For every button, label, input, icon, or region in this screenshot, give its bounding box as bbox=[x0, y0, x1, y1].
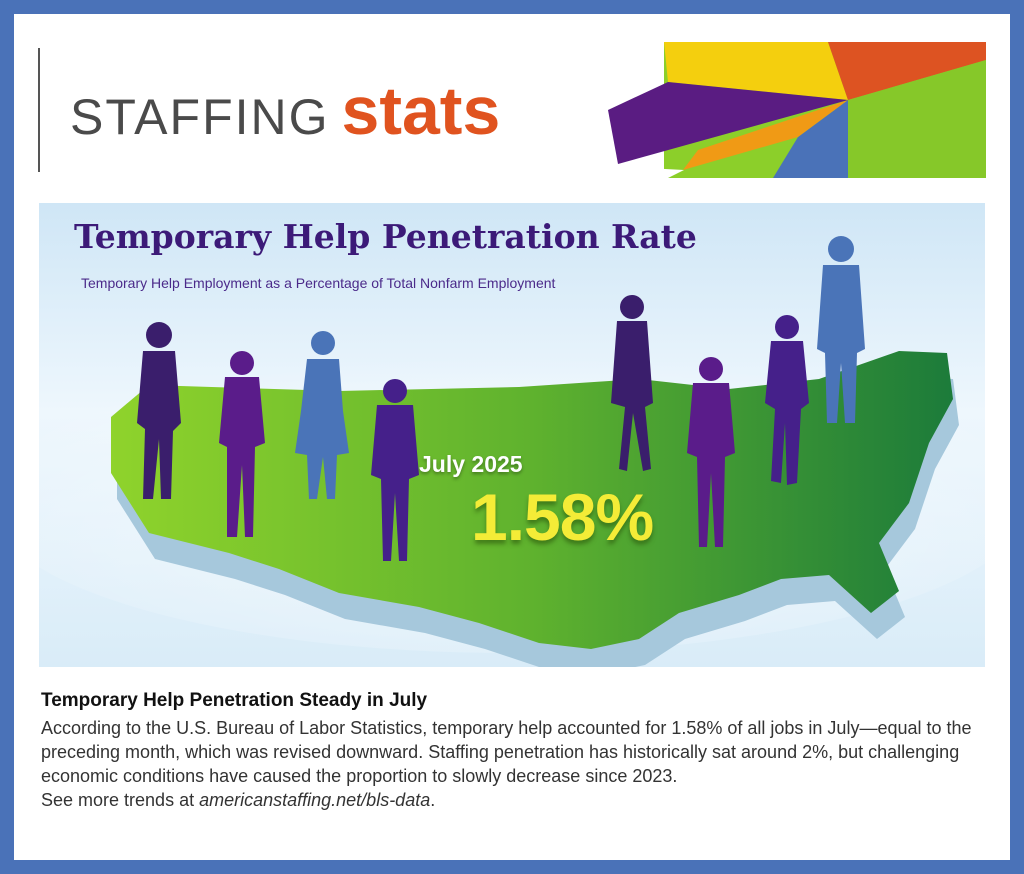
article-body-text: According to the U.S. Bureau of Labor St… bbox=[41, 718, 972, 786]
map-panel: Temporary Help Penetration Rate Temporar… bbox=[39, 203, 985, 667]
penetration-rate-value: 1.58% bbox=[471, 480, 654, 554]
infographic-subtitle: Temporary Help Employment as a Percentag… bbox=[81, 275, 556, 291]
link-suffix: . bbox=[430, 790, 436, 810]
brand-logo: STAFFING stats bbox=[70, 72, 500, 150]
us-map-graphic bbox=[39, 236, 985, 667]
header-divider bbox=[38, 48, 40, 172]
brand-word-stats: stats bbox=[341, 73, 501, 149]
person-silhouette-icon bbox=[687, 357, 735, 547]
date-label: July 2025 bbox=[419, 451, 523, 477]
infographic-card: STAFFING stats bbox=[14, 14, 1010, 860]
bls-data-link[interactable]: americanstaffing.net/bls-data bbox=[199, 790, 431, 810]
person-silhouette-icon bbox=[137, 322, 181, 499]
person-silhouette-icon bbox=[371, 379, 419, 561]
article: Temporary Help Penetration Steady in Jul… bbox=[41, 690, 991, 812]
infographic-title: Temporary Help Penetration Rate bbox=[74, 217, 697, 256]
person-silhouette-icon bbox=[765, 315, 809, 485]
article-body: According to the U.S. Bureau of Labor St… bbox=[41, 716, 991, 812]
color-burst-graphic bbox=[608, 42, 986, 178]
person-silhouette-icon bbox=[817, 236, 865, 423]
link-prefix: See more trends at bbox=[41, 790, 200, 810]
person-silhouette-icon bbox=[219, 351, 265, 537]
person-silhouette-icon bbox=[295, 331, 349, 499]
article-heading: Temporary Help Penetration Steady in Jul… bbox=[41, 690, 428, 711]
brand-word-staffing: STAFFING bbox=[70, 89, 330, 145]
person-silhouette-icon bbox=[611, 295, 653, 471]
